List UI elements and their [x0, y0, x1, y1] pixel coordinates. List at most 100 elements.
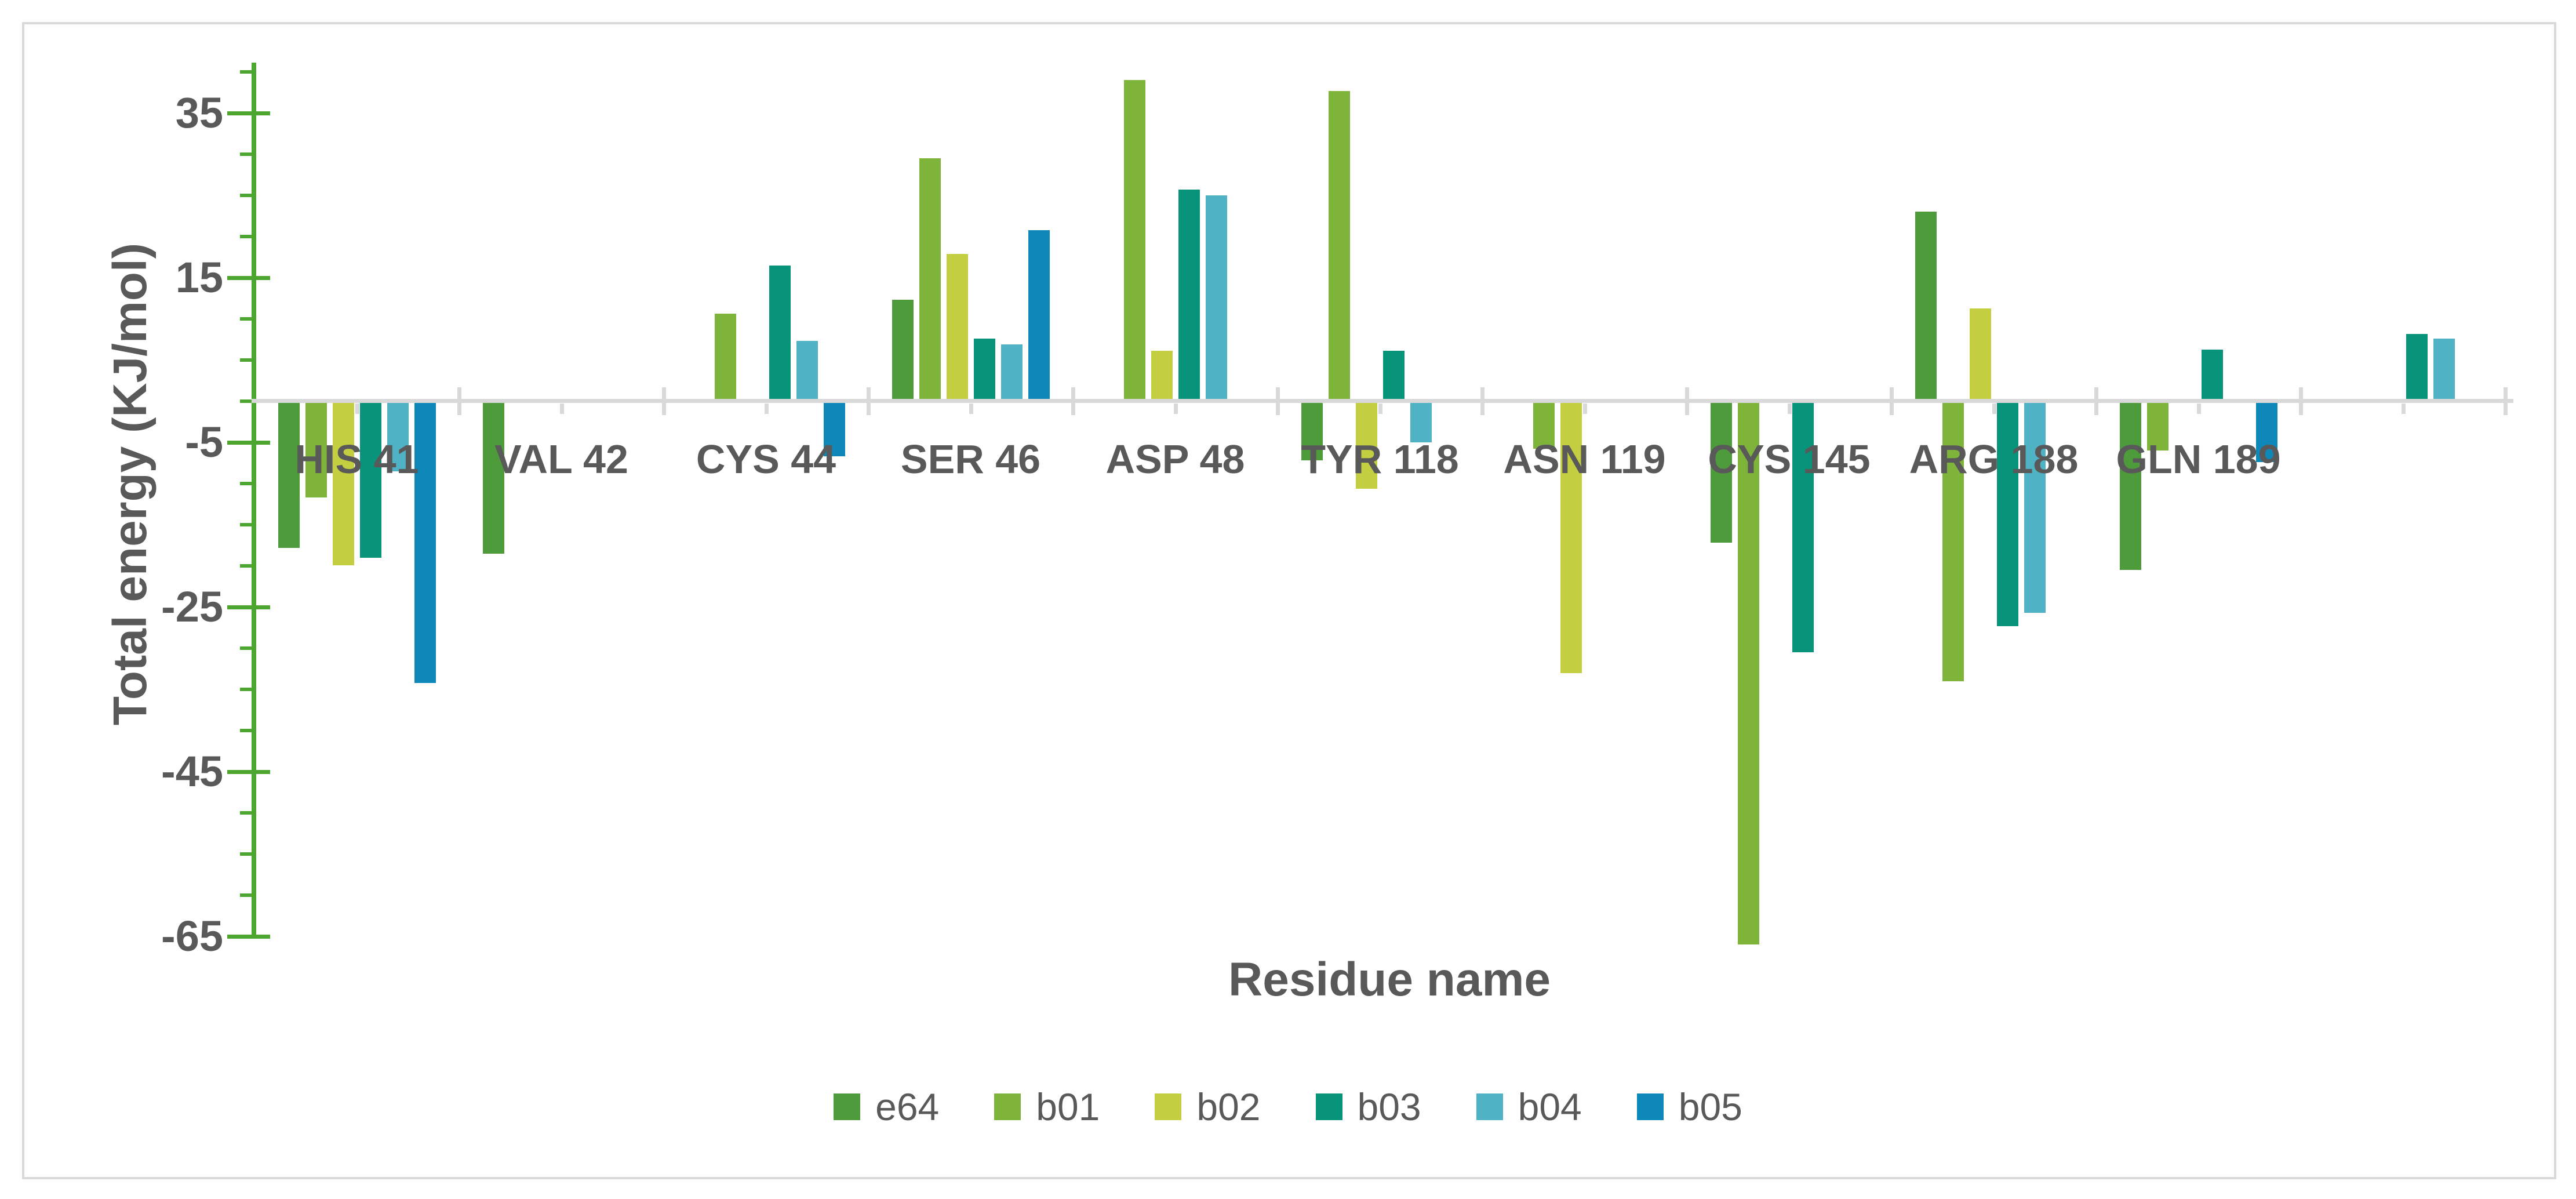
y-axis-minor-tick — [240, 646, 256, 650]
bar-b02-SER 46 — [946, 253, 968, 401]
y-axis-line — [252, 63, 256, 938]
legend-swatch-e64 — [834, 1093, 861, 1120]
y-axis-minor-tick — [240, 893, 256, 897]
legend-item-e64: e64 — [834, 1088, 939, 1126]
legend-swatch-b05 — [1636, 1093, 1664, 1120]
y-axis-major-tick — [227, 441, 270, 445]
category-label-asp-48: ASP 48 — [1105, 437, 1245, 482]
bar-b04-SER 46 — [1000, 344, 1023, 401]
bar-b03-HIS 41 — [359, 401, 381, 558]
x-axis-midpoint-tick — [1787, 404, 1792, 414]
y-axis-tick-label: -45 — [161, 747, 223, 795]
y-axis-minor-tick — [240, 70, 256, 74]
y-axis-minor-tick — [240, 811, 256, 815]
bar-b02-TYR 118 — [1355, 401, 1377, 489]
bar-b02-ASP 48 — [1151, 351, 1173, 401]
bar-b01-GLN 189 — [2146, 401, 2169, 451]
x-axis-midpoint-tick — [2196, 404, 2201, 414]
bar-e64-HIS 41 — [278, 401, 300, 548]
category-label-ser-46: SER 46 — [900, 437, 1041, 482]
y-axis-minor-tick — [240, 852, 256, 856]
x-axis-title: Residue name — [926, 951, 1853, 1009]
y-axis-major-tick — [227, 770, 270, 774]
bar-b03-blank — [2406, 333, 2428, 401]
y-axis-tick-label: -65 — [161, 912, 223, 960]
legend-item-b02: b02 — [1155, 1085, 1261, 1128]
y-axis-tick-label: -25 — [161, 583, 223, 631]
legend-swatch-b04 — [1476, 1093, 1503, 1120]
bar-e64-TYR 118 — [1301, 401, 1323, 461]
category-label-val-42: VAL 42 — [494, 437, 628, 482]
bar-b01-ASN 119 — [1533, 401, 1555, 449]
category-label-tyr-118: TYR 118 — [1301, 437, 1459, 482]
bar-b05-CYS 44 — [823, 401, 845, 457]
x-axis-midpoint-tick — [1582, 404, 1587, 414]
bar-b05-SER 46 — [1028, 230, 1050, 401]
x-axis-midpoint-tick — [1992, 404, 1996, 414]
y-axis-tick-label: -5 — [185, 418, 223, 466]
bar-b04-ASP 48 — [1205, 195, 1227, 401]
bar-b01-CYS 44 — [714, 314, 736, 401]
y-axis-minor-tick — [240, 482, 256, 485]
x-axis-midpoint-tick — [355, 404, 359, 414]
legend-label: b01 — [1036, 1085, 1100, 1128]
y-axis-minor-tick — [240, 729, 256, 732]
bar-b05-GLN 189 — [2255, 401, 2277, 463]
category-label-cys-44: CYS 44 — [696, 437, 836, 482]
y-axis-minor-tick — [240, 564, 256, 568]
x-axis-midpoint-tick — [969, 404, 973, 414]
x-axis-midpoint-tick — [2401, 404, 2406, 414]
bar-e64-VAL 42 — [482, 401, 504, 554]
legend-swatch-b02 — [1155, 1093, 1182, 1120]
bar-b01-SER 46 — [919, 158, 941, 401]
bar-b01-HIS 41 — [305, 401, 327, 498]
bar-b04-HIS 41 — [387, 401, 409, 471]
y-axis-minor-tick — [240, 688, 256, 691]
y-axis-major-tick — [227, 276, 270, 280]
y-axis-major-tick — [227, 605, 270, 609]
legend-swatch-b01 — [994, 1093, 1021, 1120]
legend-label: b03 — [1357, 1085, 1421, 1128]
y-axis-title: Total energy (KJ/mol) — [101, 0, 159, 977]
y-axis-minor-tick — [240, 235, 256, 238]
bar-e64-ARG 188 — [1915, 212, 1937, 401]
y-axis-minor-tick — [240, 523, 256, 526]
y-axis-major-tick — [227, 935, 270, 939]
legend-label: b05 — [1678, 1085, 1742, 1128]
bar-b03-CYS 145 — [1792, 401, 1814, 653]
bar-b03-ARG 188 — [1996, 401, 2018, 626]
bar-b03-SER 46 — [973, 339, 995, 401]
bar-b01-ARG 188 — [1942, 401, 1964, 681]
y-axis-tick-label: 15 — [175, 253, 223, 301]
bar-b03-CYS 44 — [769, 265, 791, 401]
legend-item-b04: b04 — [1476, 1088, 1582, 1126]
bar-b05-HIS 41 — [414, 401, 436, 683]
bar-b01-CYS 145 — [1737, 401, 1759, 945]
y-axis-tick-label: 35 — [175, 89, 223, 137]
bar-e64-CYS 145 — [1710, 401, 1732, 543]
bar-b04-CYS 44 — [796, 341, 818, 401]
bar-b02-HIS 41 — [332, 401, 354, 565]
category-label-his-41: HIS 41 — [294, 437, 419, 482]
category-label-arg-188: ARG 188 — [1909, 437, 2079, 482]
legend-item-b01: b01 — [994, 1088, 1100, 1126]
bar-b04-ARG 188 — [2024, 401, 2046, 613]
legend-item-b05: b05 — [1636, 1085, 1742, 1128]
y-axis-minor-tick — [240, 317, 256, 321]
legend-item-b03: b03 — [1315, 1085, 1421, 1128]
bar-e64-SER 46 — [892, 300, 914, 401]
bar-b01-ASP 48 — [1123, 80, 1145, 401]
legend-label: e64 — [875, 1085, 940, 1128]
x-axis-line — [252, 399, 2513, 403]
bar-b03-ASP 48 — [1178, 190, 1200, 401]
legend-label: b02 — [1196, 1085, 1261, 1128]
y-axis-minor-tick — [240, 194, 256, 197]
y-axis-minor-tick — [240, 358, 256, 362]
y-axis-minor-tick — [240, 152, 256, 156]
bar-b02-ARG 188 — [1969, 308, 1991, 401]
bar-b02-ASN 119 — [1560, 401, 1582, 673]
x-axis-midpoint-tick — [764, 404, 769, 414]
y-axis-major-tick — [227, 111, 270, 115]
